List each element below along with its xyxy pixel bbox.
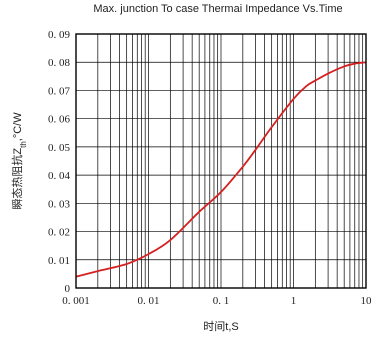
chart-title: Max. junction To case Thermai Impedance … <box>93 3 342 15</box>
grid-lines <box>75 33 366 289</box>
plot-frame <box>75 33 367 289</box>
x-tick-label-2: 0. 1 <box>213 295 230 307</box>
y-tick-label-4: 0. 04 <box>48 170 71 182</box>
y-axis-label-main: 瞬态热阻抗Z <box>10 148 24 210</box>
y-tick-label-8: 0. 08 <box>48 57 71 69</box>
series-layer <box>75 61 367 278</box>
y-tick-label-5: 0. 05 <box>48 142 71 154</box>
x-axis-label: 时间t,S <box>203 320 238 333</box>
y-axis-label-subscript: th <box>19 141 28 148</box>
y-tick-label-6: 0. 06 <box>48 114 71 126</box>
x-tick-label-0: 0. 001 <box>62 295 90 307</box>
x-tick-label-3: 1 <box>291 295 297 307</box>
x-tick-labels: 0. 001 0. 01 0. 1 1 10 <box>62 295 372 307</box>
y-axis-label-unit: ,°C/W <box>12 112 24 141</box>
y-tick-label-7: 0. 07 <box>48 85 71 97</box>
y-tick-label-0: 0 <box>65 283 71 295</box>
y-tick-labels: 0 0. 01 0. 02 0. 03 0. 04 0. 05 0. 06 0. 07 0. 0… <box>48 29 71 295</box>
y-tick-label-9: 0. 09 <box>48 29 71 41</box>
y-axis-label: 瞬态热阻抗Zth,°C/W <box>10 112 28 210</box>
series-line-0 <box>75 61 367 278</box>
y-tick-label-2: 0. 02 <box>48 227 70 239</box>
x-tick-label-4: 10 <box>361 295 373 307</box>
y-tick-label-3: 0. 03 <box>48 198 71 210</box>
x-tick-label-1: 0. 01 <box>138 295 160 307</box>
y-tick-label-1: 0. 01 <box>48 255 70 267</box>
